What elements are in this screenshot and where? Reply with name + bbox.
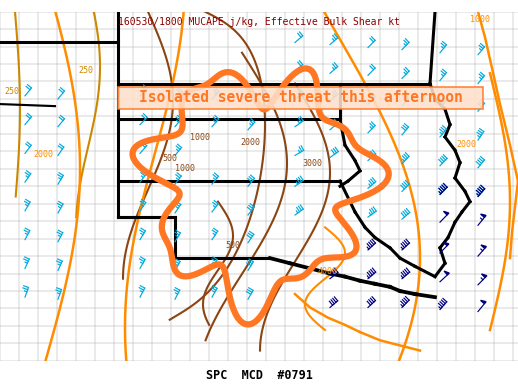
Bar: [118, 87, 483, 109]
Text: 4000: 4000: [318, 267, 338, 275]
Polygon shape: [481, 245, 486, 248]
Text: 1000: 1000: [175, 164, 195, 173]
Polygon shape: [443, 211, 449, 215]
Text: 500: 500: [162, 154, 177, 163]
Polygon shape: [481, 214, 486, 217]
Text: 2000: 2000: [240, 138, 260, 147]
Polygon shape: [482, 274, 487, 277]
Polygon shape: [481, 300, 486, 304]
Text: 500: 500: [225, 241, 240, 250]
Text: 1000: 1000: [470, 15, 490, 24]
Text: 2000: 2000: [33, 151, 53, 159]
Text: 1000: 1000: [190, 133, 210, 142]
Text: 250: 250: [78, 66, 93, 75]
Polygon shape: [444, 271, 449, 275]
Text: 3000: 3000: [302, 159, 322, 168]
Polygon shape: [443, 242, 449, 246]
Text: Isolated severe threat this afternoon: Isolated severe threat this afternoon: [139, 90, 463, 106]
Text: SPC  MCD  #0791: SPC MCD #0791: [206, 369, 312, 382]
Text: 250: 250: [4, 87, 19, 96]
Text: 160530/1800 MUCAPE j/kg, Effective Bulk Shear kt: 160530/1800 MUCAPE j/kg, Effective Bulk …: [118, 17, 400, 27]
Text: 2000: 2000: [456, 140, 476, 149]
